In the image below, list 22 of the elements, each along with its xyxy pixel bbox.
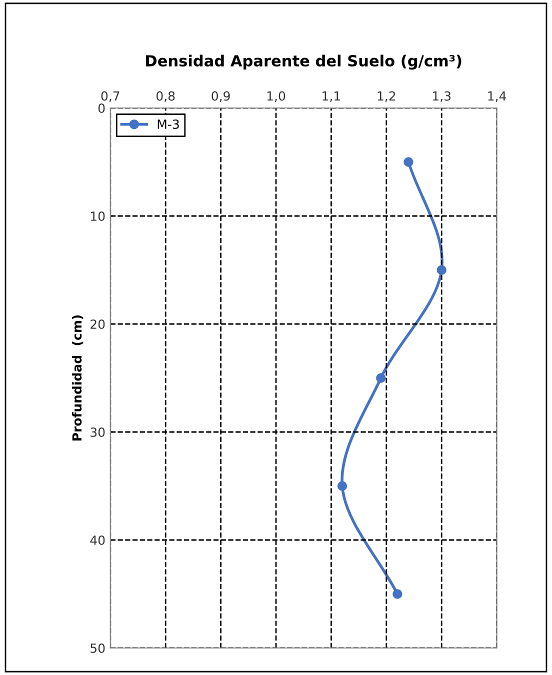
y-tick-label: 50 [90,643,105,653]
x-tick-label: 0,9 [212,91,230,102]
x-tick-label: 1,1 [322,91,340,102]
point [436,265,446,275]
y-tick-label: 20 [90,319,105,329]
x-tick-label: 0,7 [101,91,120,102]
y-tick-label: 10 [91,211,105,221]
y-tick-label: 30 [90,427,105,437]
point [392,589,402,599]
x-tick-label: 1,2 [378,91,396,102]
y-axis-title: Profundidad (cm) [72,315,84,440]
x-tick-label: 0,8 [156,91,175,102]
y-tick-label: 0 [98,103,105,113]
point [337,481,348,491]
x-tick-label: 1,0 [267,91,286,102]
x-tick-label: 1,4 [488,91,506,102]
chart-title: Densidad Aparente del Suelo (g/cm³) [146,54,462,70]
legend-label: M-3 [158,119,179,129]
point [376,373,386,383]
x-tick-label: 1,3 [433,91,451,102]
point [404,157,414,167]
y-tick-label: 40 [90,535,105,545]
